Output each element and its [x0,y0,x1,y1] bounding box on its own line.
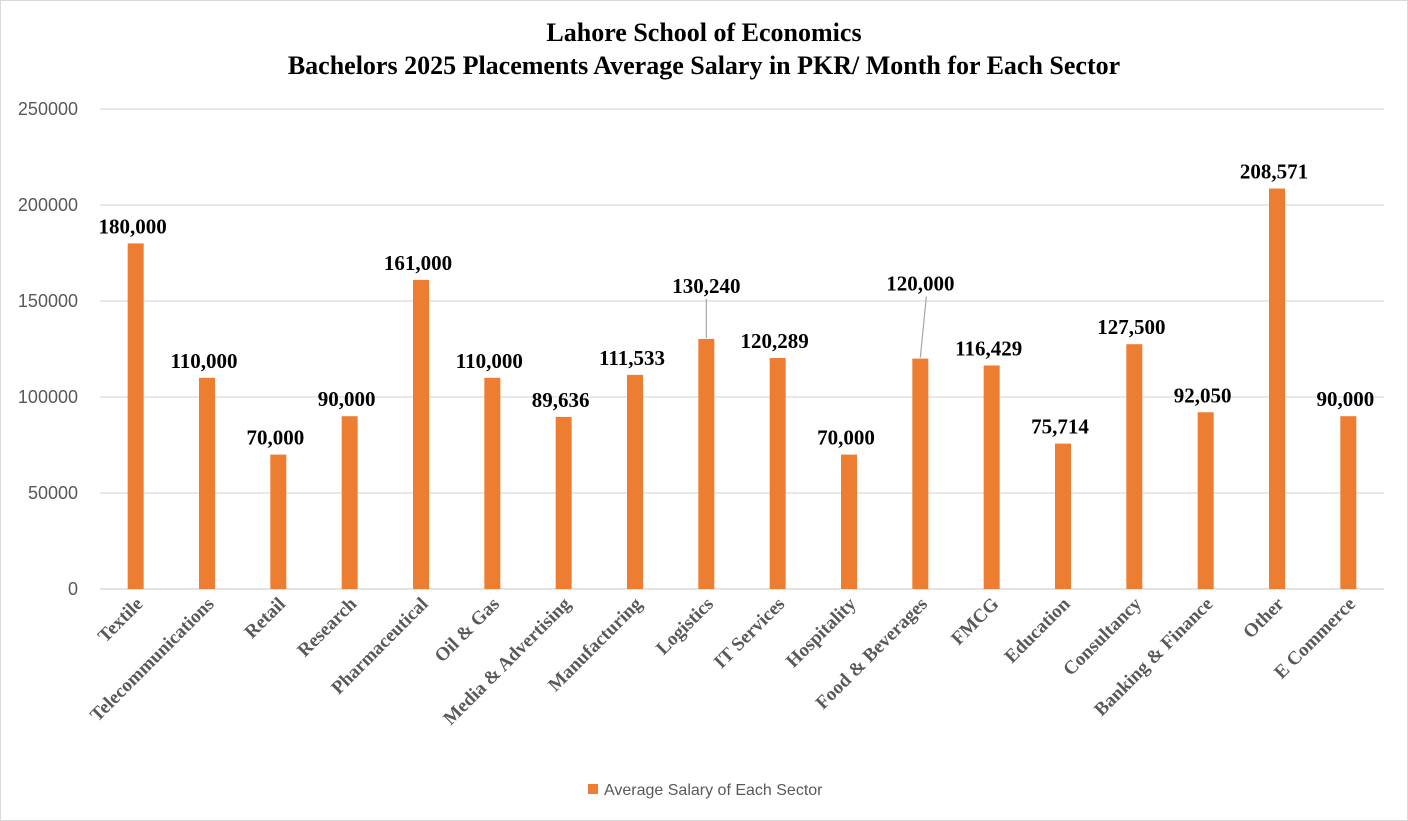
chart-title: Lahore School of Economics [546,18,862,47]
data-label: 90,000 [318,387,376,411]
legend: Average Salary of Each Sector [588,782,823,799]
bar [912,358,929,589]
bar [1055,443,1071,589]
bar [983,365,1000,589]
data-label: 161,000 [384,251,452,275]
y-tick-label: 150000 [18,291,78,311]
bar [127,243,144,589]
data-label: 111,533 [599,346,665,370]
bar [484,377,501,589]
x-tick-label: Research [294,593,362,661]
data-label: 116,429 [955,336,1022,360]
data-label: 120,289 [741,329,809,353]
bar [1197,412,1214,589]
x-tick-label: Logistics [652,594,718,660]
data-label: 208,571 [1240,160,1308,184]
data-label: 92,050 [1174,383,1232,407]
y-tick-label: 50000 [28,483,78,503]
y-tick-label: 250000 [18,99,78,119]
x-tick-label: Banking & Finance [1090,594,1217,721]
bar [841,454,857,589]
bar [555,416,572,589]
data-label: 110,000 [170,349,237,373]
data-label: 110,000 [456,349,523,373]
y-tick-label: 200000 [18,195,78,215]
leader-line [919,296,927,358]
data-label: 75,714 [1031,415,1089,439]
data-label: 130,240 [672,274,740,298]
bar [769,358,786,589]
bar [698,338,715,589]
x-tick-label: Textile [94,594,147,647]
x-tick-label: IT Services [710,594,789,673]
x-tick-label: Other [1239,593,1289,643]
x-tick-label: Telecommunications [86,594,218,726]
y-tick-label: 0 [68,579,78,599]
bar [341,416,358,589]
x-tick-label: FMCG [947,594,1003,650]
data-label: 127,500 [1097,315,1165,339]
data-label: 70,000 [246,426,304,450]
chart-subtitle: Bachelors 2025 Placements Average Salary… [287,51,1121,80]
bar [270,454,287,589]
bar [627,374,643,589]
bars [127,188,1357,589]
chart-title-block: Lahore School of Economics Bachelors 202… [0,16,1408,82]
bar [1340,416,1357,589]
bar [1269,188,1285,589]
gridlines [100,108,1384,590]
x-tick-label: Oil & Gas [431,594,504,667]
data-label: 180,000 [99,214,167,238]
x-tick-label: Hospitality [782,593,861,672]
data-label: 70,000 [817,426,875,450]
legend-label: Average Salary of Each Sector [604,782,823,799]
y-axis-ticks: 0 50000 100000 150000 200000 250000 [18,99,78,599]
data-label: 89,636 [532,388,590,412]
bar [199,377,215,589]
leader-lines [705,296,927,358]
legend-swatch [588,784,598,794]
data-label: 90,000 [1316,387,1374,411]
data-labels: 180,000 110,000 70,000 90,000 161,000 110,000… [99,160,1375,450]
x-tick-label: Retail [241,594,290,643]
x-tick-label: Media & Advertising [439,593,575,729]
bar [413,279,429,589]
data-label: 120,000 [886,272,954,296]
y-tick-label: 100000 [18,387,78,407]
bar [1126,344,1143,589]
x-tick-label: Education [1001,593,1075,667]
